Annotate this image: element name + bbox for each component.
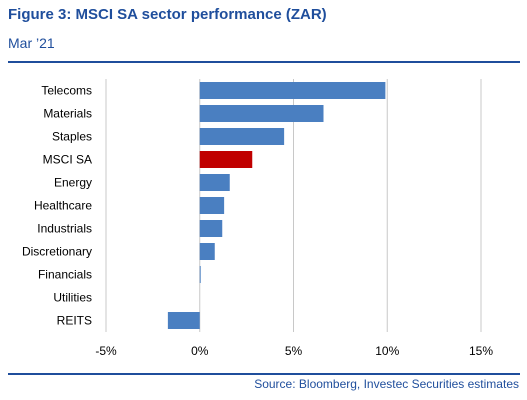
category-label: Financials — [38, 268, 92, 282]
x-tick-labels: -5% 0% 5% 10% 15% — [95, 344, 493, 358]
bar-reits — [167, 312, 200, 329]
category-label: Industrials — [37, 222, 92, 236]
bar-materials — [199, 105, 324, 122]
bar-industrials — [199, 220, 223, 237]
x-tick-label: 0% — [191, 344, 209, 358]
bottom-divider — [8, 373, 520, 375]
source-note: Source: Bloomberg, Investec Securities e… — [254, 377, 519, 391]
top-divider — [8, 61, 520, 63]
category-label: Telecoms — [41, 84, 92, 98]
category-label: MSCI SA — [43, 153, 92, 167]
x-tick-label: 10% — [375, 344, 399, 358]
x-tick-label: -5% — [95, 344, 117, 358]
chart-subtitle: Mar ’21 — [8, 35, 55, 51]
grid-lines — [105, 79, 482, 332]
bar-financials — [199, 266, 201, 283]
bar-discretionary — [199, 243, 215, 260]
bar-staples — [199, 128, 285, 145]
chart-title: Figure 3: MSCI SA sector performance (ZA… — [8, 6, 327, 23]
bar-healthcare — [199, 197, 225, 214]
bars — [167, 82, 386, 329]
category-label: REITS — [57, 314, 92, 328]
bar-telecoms — [199, 82, 386, 99]
category-label: Materials — [43, 107, 92, 121]
category-label: Discretionary — [22, 245, 92, 259]
category-label: Healthcare — [34, 199, 92, 213]
category-labels: Telecoms Materials Staples MSCI SA Energy Hea… — [22, 84, 92, 328]
category-label: Staples — [52, 130, 92, 144]
x-tick-label: 5% — [285, 344, 303, 358]
bar-energy — [199, 174, 230, 191]
x-tick-label: 15% — [469, 344, 493, 358]
bar-msci-sa — [199, 151, 253, 168]
category-label: Utilities — [53, 291, 92, 305]
category-label: Energy — [54, 176, 92, 190]
